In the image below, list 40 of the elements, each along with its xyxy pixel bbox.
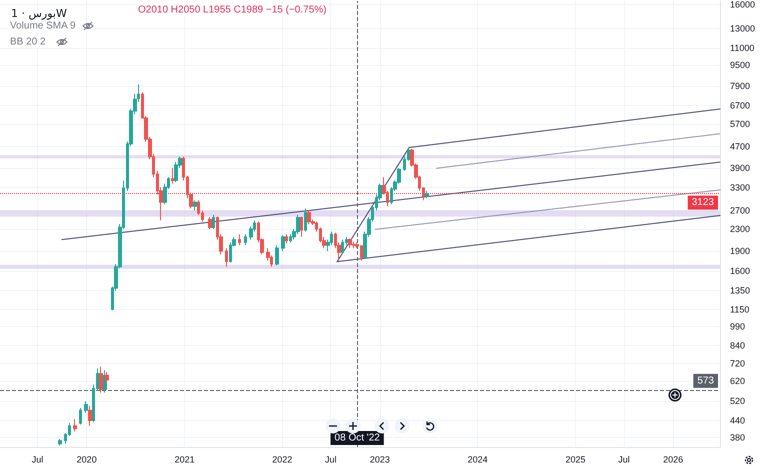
y-tick-label: 1150: [730, 304, 750, 314]
y-tick-label: 380: [730, 432, 746, 442]
annotation: O2010 H2050 L1955 C1989 −15 (−0.75%): [138, 4, 326, 16]
annotation: Volume SMA 9: [10, 20, 76, 32]
y-tick-label: 6700: [730, 100, 750, 110]
y-tick-label: 1900: [730, 246, 750, 256]
x-tick-label: Jul: [324, 454, 336, 464]
y-tick-label: 1600: [730, 266, 750, 276]
y-tick-label: 3300: [730, 182, 750, 192]
y-tick-label: 13000: [730, 24, 756, 34]
y-tick-label: 840: [730, 340, 746, 351]
y-tick-label: 520: [730, 396, 746, 406]
y-tick-label: 11000: [730, 42, 754, 53]
y-tick-label: 5700: [730, 118, 750, 129]
y-tick-label: 720: [730, 358, 746, 368]
y-tick-label: 2700: [730, 205, 750, 216]
x-tick-label: 2024: [468, 454, 488, 464]
x-tick-label: 2021: [174, 454, 195, 464]
x-tick-label: 2020: [76, 454, 97, 464]
ref-line-label: 3123: [692, 197, 714, 208]
annotation: BB 20 2: [10, 36, 46, 48]
y-tick-label: 4700: [730, 141, 750, 152]
y-tick-label: 2300: [730, 224, 750, 234]
x-tick-label: Jul: [618, 454, 630, 464]
y-tick-label: 440: [730, 416, 746, 426]
x-tick-label: 2025: [566, 454, 586, 464]
y-tick-label: 1350: [730, 286, 750, 296]
y-tick-label: 620: [730, 376, 746, 386]
text: بورس · 1W: [11, 7, 67, 20]
y-tick-label: 990: [730, 322, 746, 332]
x-tick-label: 2023: [370, 454, 390, 464]
y-tick-label: 7900: [730, 81, 750, 92]
ref-line-label: 573: [697, 375, 714, 386]
y-tick-label: 16000: [730, 0, 756, 10]
y-tick-label: 9500: [730, 60, 750, 70]
x-tick-label: Jul: [32, 454, 44, 464]
x-tick-label: 2026: [663, 454, 684, 464]
x-tick-label: 2022: [272, 454, 292, 464]
ref-line-label: 08 Oct '22: [334, 432, 380, 444]
y-tick-label: 3900: [730, 162, 750, 173]
